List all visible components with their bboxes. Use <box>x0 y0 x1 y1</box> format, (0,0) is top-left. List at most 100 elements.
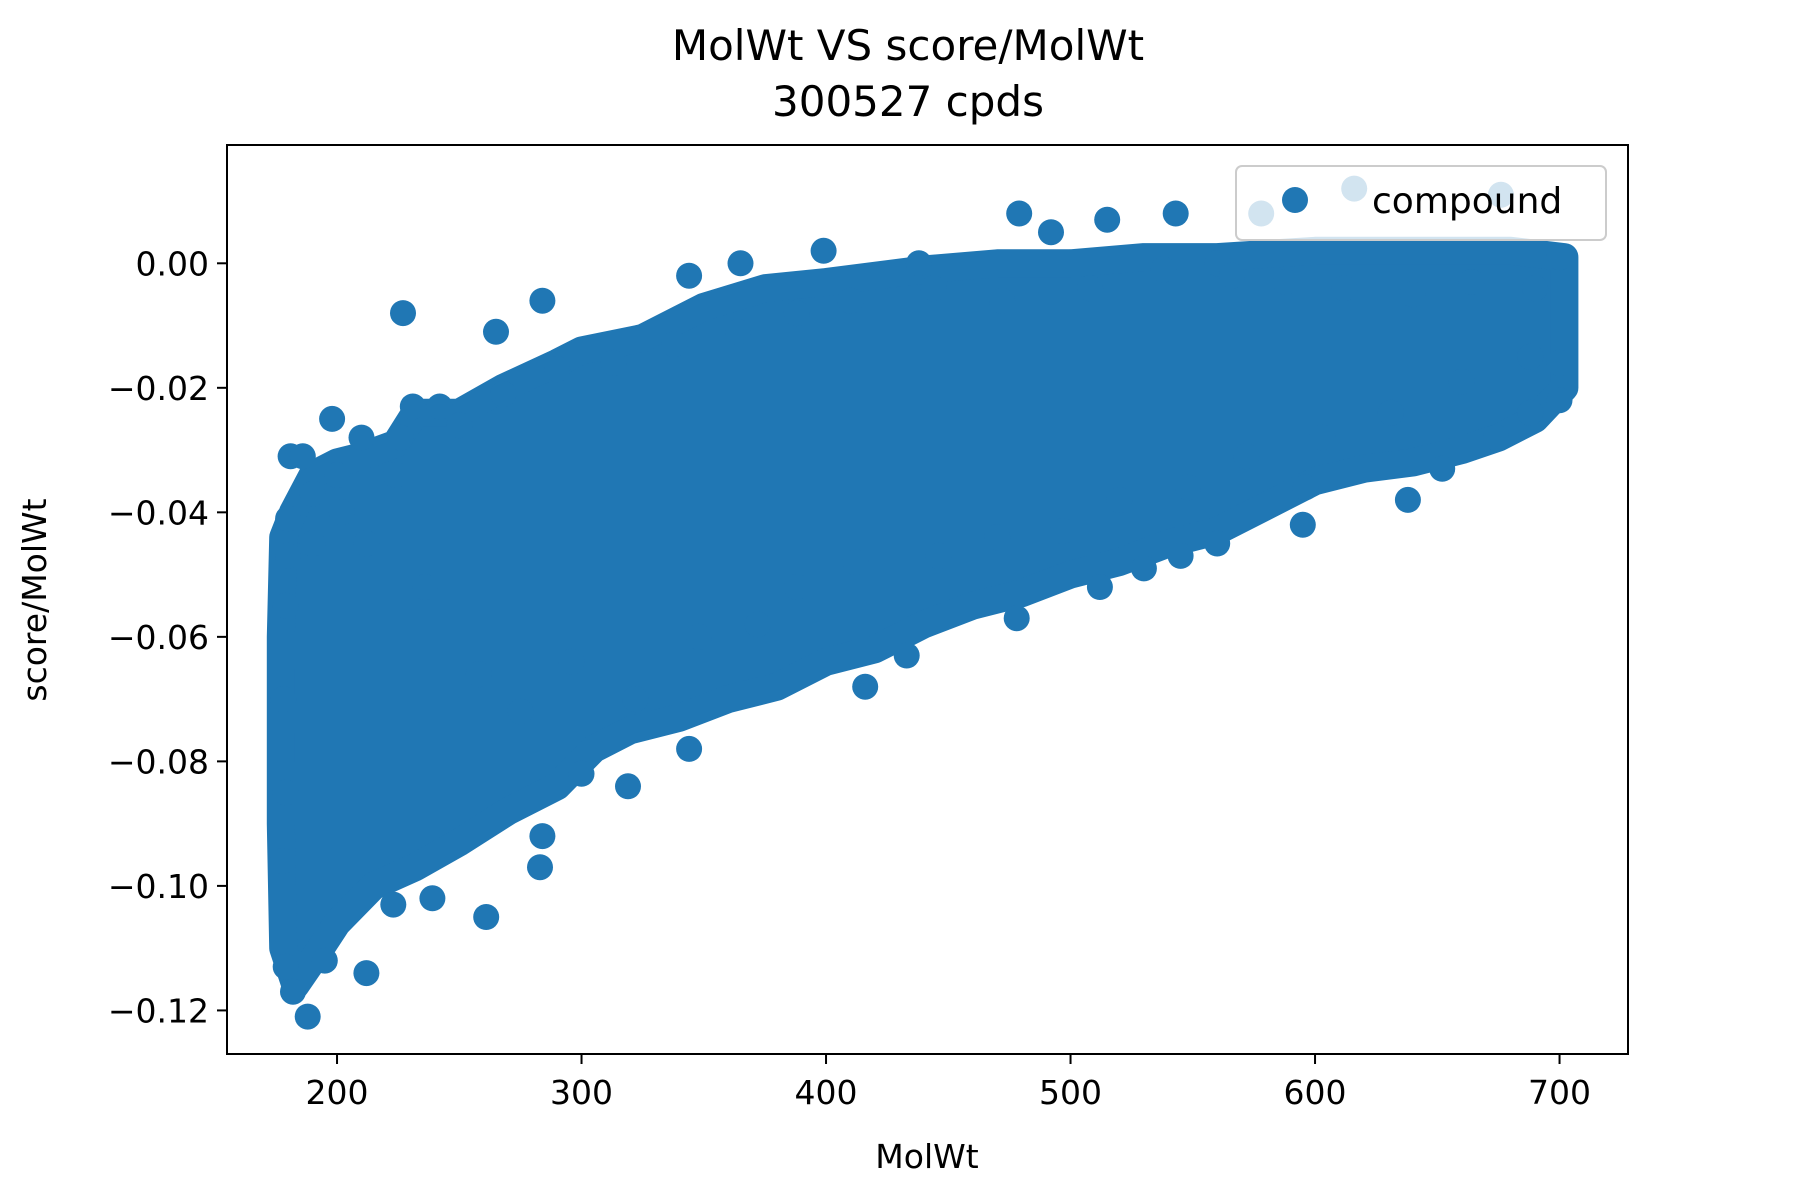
scatter-point <box>1077 275 1104 302</box>
scatter-point <box>529 823 556 850</box>
scatter-point <box>275 542 302 569</box>
scatter-point <box>568 760 595 787</box>
scatter-point <box>544 356 571 383</box>
scatter-point <box>1218 262 1245 289</box>
y-tick-label: −0.02 <box>108 369 209 408</box>
scatter-point <box>1094 206 1121 233</box>
legend: compound <box>1235 165 1607 241</box>
scatter-point <box>1162 200 1189 227</box>
scatter-point <box>328 499 355 526</box>
plot-area <box>266 175 1579 1030</box>
scatter-point <box>615 773 641 800</box>
scatter-point <box>353 960 380 987</box>
scatter-point <box>810 237 837 264</box>
scatter-point <box>483 318 509 345</box>
scatter-point <box>1448 368 1475 395</box>
scatter-point <box>1204 530 1231 557</box>
y-tick-label: −0.08 <box>108 742 209 781</box>
scatter-point <box>348 424 375 451</box>
scatter-point <box>783 300 810 327</box>
scatter-point <box>1038 219 1064 246</box>
legend-label-compound: compound <box>1372 181 1562 222</box>
scatter-point <box>783 574 810 600</box>
scatter-point <box>1331 275 1358 302</box>
y-tick-label: −0.04 <box>108 493 209 532</box>
scatter-point <box>324 462 350 488</box>
scatter-point <box>380 891 407 918</box>
scatter-point <box>1086 574 1113 600</box>
scatter-point <box>905 250 932 277</box>
scatter-point <box>852 673 879 700</box>
scatter-point <box>275 505 302 532</box>
legend-marker-compound <box>1282 187 1308 213</box>
scatter-point <box>1517 343 1544 370</box>
scatter-point <box>270 686 297 713</box>
scatter-point <box>319 405 346 432</box>
y-tick-label: −0.12 <box>108 991 209 1030</box>
scatter-point <box>1003 605 1030 632</box>
y-tick-label: 0.00 <box>136 244 209 283</box>
scatter-point <box>1167 542 1194 569</box>
scatter-point <box>1289 511 1316 538</box>
scatter-point <box>925 542 952 569</box>
scatter-point <box>558 648 585 675</box>
scatter-point <box>984 524 1011 551</box>
scatter-point <box>842 549 869 576</box>
scatter-point <box>399 393 426 420</box>
scatter-point <box>725 318 751 345</box>
x-tick-label: 700 <box>1528 1073 1591 1112</box>
scatter-point <box>1174 474 1201 501</box>
scatter-point <box>1050 518 1077 544</box>
scatter-point <box>1106 486 1133 513</box>
scatter-point <box>270 848 297 874</box>
scatter-point <box>280 978 306 1005</box>
scatter-point <box>1429 455 1456 482</box>
scatter-point <box>311 947 338 974</box>
scatter-point <box>1292 474 1319 501</box>
scatter-point <box>272 592 299 619</box>
scatter-point <box>507 698 534 725</box>
scatter-point <box>387 424 414 451</box>
scatter-point <box>527 854 553 881</box>
scatter-point <box>1546 387 1573 414</box>
scatter-point <box>272 779 299 806</box>
scatter-point <box>1458 269 1485 295</box>
scatter-point <box>1522 275 1549 302</box>
y-axis-ticks: 0.00 −0.02 −0.04 −0.06 −0.08 −0.10 −0.12 <box>108 244 227 1030</box>
x-tick-label: 600 <box>1284 1073 1347 1112</box>
scatter-point <box>446 412 473 439</box>
x-axis-ticks: 200 300 400 500 600 700 <box>306 1054 1591 1112</box>
scatter-point <box>676 735 703 762</box>
chart-subtitle: 300527 cpds <box>772 77 1044 126</box>
y-axis-label: score/MolWt <box>15 498 54 701</box>
axes-frame <box>226 144 1629 1055</box>
scatter-point <box>893 642 920 669</box>
scatter-point <box>272 953 299 980</box>
scatter-point <box>412 574 438 600</box>
legend-box <box>1235 165 1607 241</box>
scatter-point <box>744 611 771 638</box>
scatter-point <box>989 287 1016 314</box>
scatter-point <box>1377 399 1404 426</box>
scatter-density-cloud <box>266 236 1579 1000</box>
scatter-point <box>473 904 500 930</box>
scatter-point <box>1233 443 1260 470</box>
scatter-point <box>1130 555 1157 582</box>
scatter-point <box>299 530 326 557</box>
x-tick-label: 300 <box>550 1073 613 1112</box>
scatter-point <box>353 530 380 557</box>
x-axis-label: MolWt <box>875 1137 978 1176</box>
scatter-point <box>661 331 688 358</box>
scatter-point <box>1399 281 1426 308</box>
scatter-point <box>622 686 649 713</box>
scatter-point <box>426 393 453 420</box>
scatter-point <box>1150 256 1177 283</box>
y-tick-label: −0.06 <box>108 618 209 657</box>
scatter-point <box>1006 200 1033 227</box>
scatter-point <box>920 275 947 302</box>
chart-title: MolWt VS score/MolWt <box>672 21 1144 70</box>
x-tick-label: 500 <box>1039 1073 1102 1112</box>
scatter-point <box>1546 349 1573 376</box>
scatter-point <box>837 287 864 314</box>
